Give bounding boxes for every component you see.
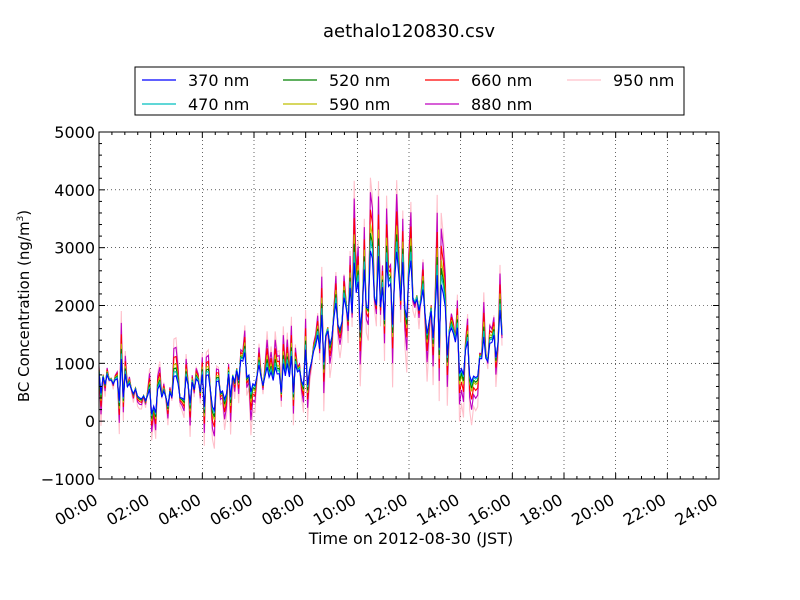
legend-label: 950 nm	[613, 71, 674, 90]
y-axis-label: BC Concentration (ng/m3)	[15, 210, 33, 402]
series-line	[98, 192, 503, 437]
x-tick-label: 00:00	[52, 490, 101, 530]
y-axis-label-sup: 3	[16, 216, 26, 222]
legend-label: 660 nm	[471, 71, 532, 90]
x-tick-label: 12:00	[362, 490, 411, 530]
y-tick-label: 3000	[54, 239, 95, 258]
gridlines	[99, 132, 719, 479]
x-tick-label: 20:00	[568, 490, 617, 530]
y-axis-label-end: )	[15, 210, 33, 216]
y-tick-label: 4000	[54, 181, 95, 200]
x-tick-label: 24:00	[672, 490, 721, 530]
series-line	[98, 250, 503, 415]
x-tick-label: 08:00	[258, 490, 307, 530]
legend-label: 520 nm	[329, 71, 390, 90]
x-tick-label: 06:00	[207, 490, 256, 530]
x-tick-label: 02:00	[103, 490, 152, 530]
x-tick-label: 10:00	[310, 490, 359, 530]
legend-label: 590 nm	[329, 95, 390, 114]
series-lines	[98, 177, 503, 449]
x-tick-label: 04:00	[155, 490, 204, 530]
legend-label: 880 nm	[471, 95, 532, 114]
legend-box	[134, 66, 685, 116]
legend: 370 nm 470 nm 520 nm 590 nm 660 nm 880 nm 950 …	[134, 66, 685, 116]
y-tick-label: 0	[85, 412, 95, 431]
x-axis-label: Time on 2012-08-30 (JST)	[308, 529, 513, 548]
x-tick-label: 14:00	[413, 490, 462, 530]
y-tick-label: −1000	[41, 470, 95, 489]
x-tick-label: 22:00	[620, 490, 669, 530]
legend-label: 370 nm	[188, 71, 249, 90]
chart-title: aethalo120830.csv	[323, 21, 495, 42]
x-tick-label: 18:00	[517, 490, 566, 530]
y-axis-label-main: BC Concentration (ng/m	[15, 221, 33, 402]
y-tick-label: 1000	[54, 354, 95, 373]
y-tick-label: 5000	[54, 123, 95, 142]
legend-label: 470 nm	[188, 95, 249, 114]
y-tick-label: 2000	[54, 297, 95, 316]
series-line	[98, 177, 503, 449]
x-tick-label: 16:00	[465, 490, 514, 530]
